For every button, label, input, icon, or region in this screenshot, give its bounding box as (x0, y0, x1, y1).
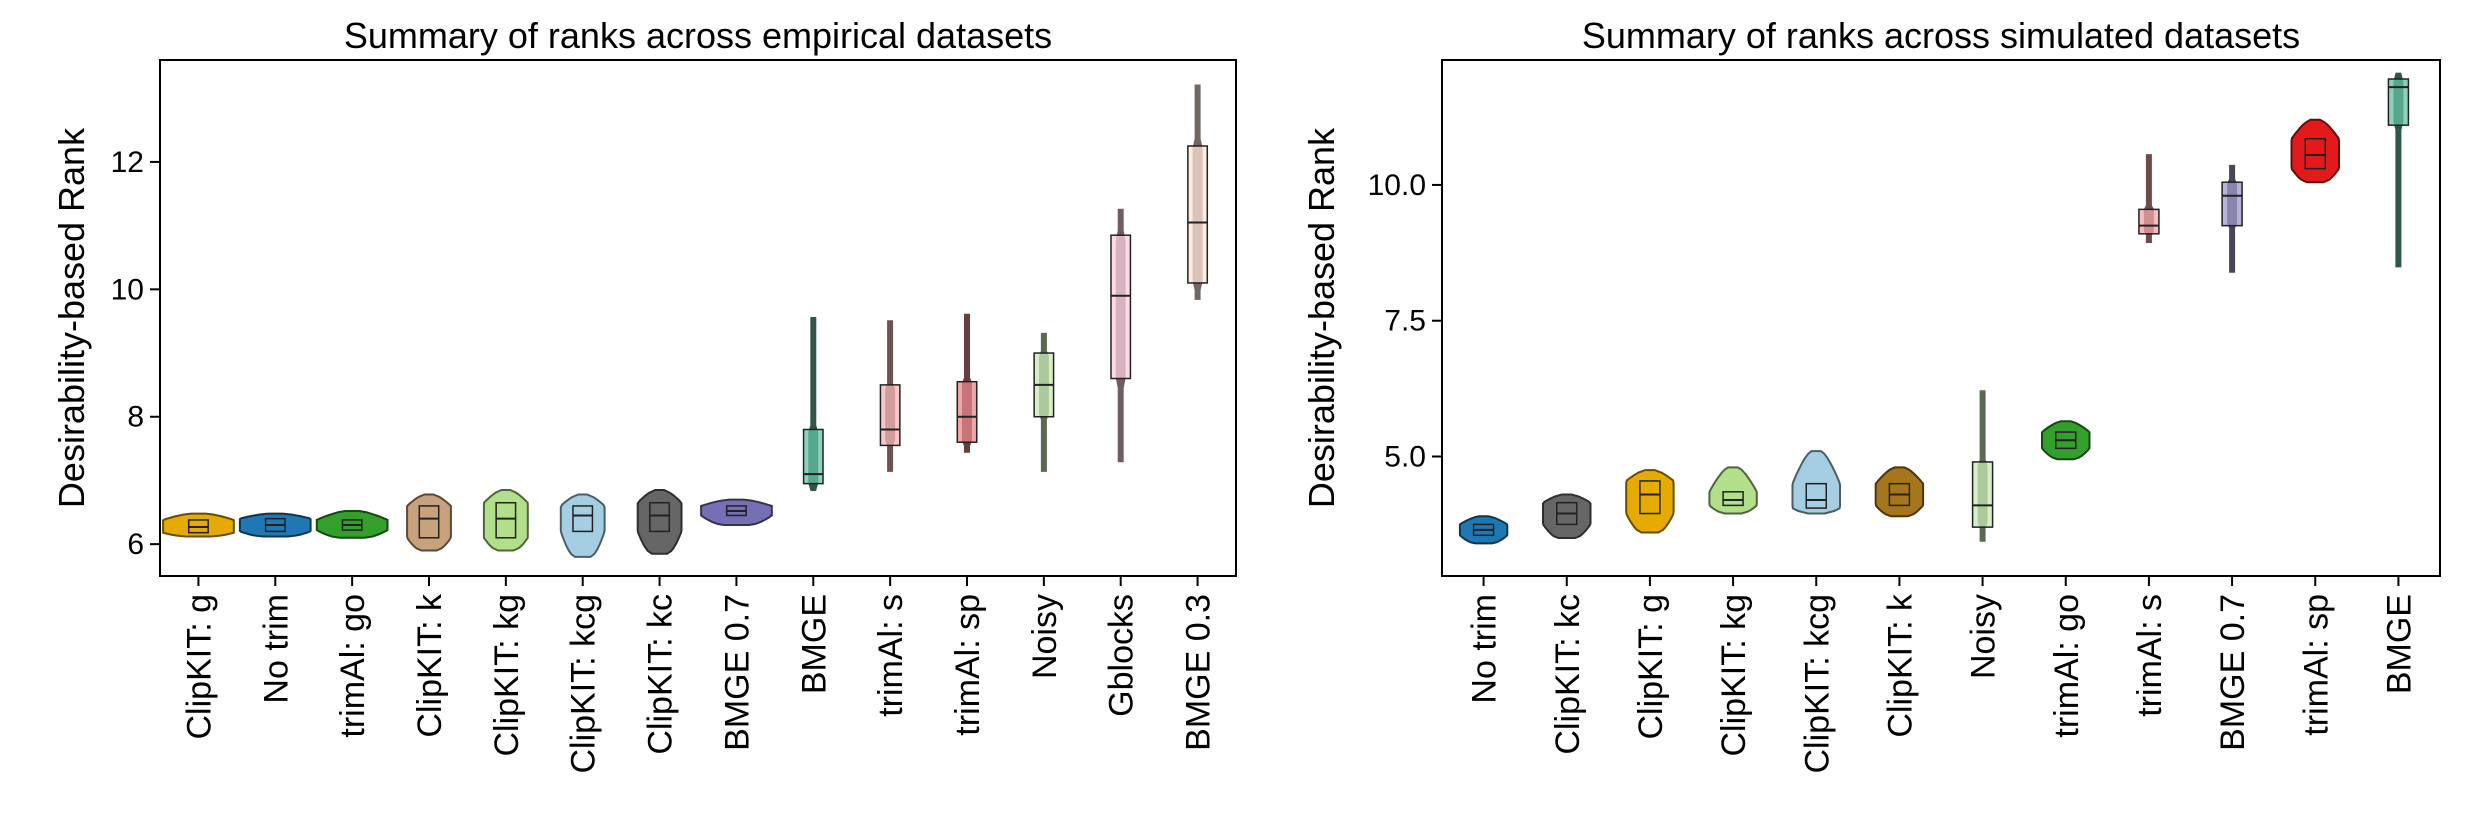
box-iqr (1110, 234, 1132, 380)
x-tick-label: ClipKIT: kg (1715, 594, 1753, 757)
box-iqr (2304, 138, 2326, 170)
violin-trimal-sp (956, 313, 978, 453)
plot-frame (159, 59, 1237, 577)
box-iqr (956, 380, 978, 443)
box-iqr (2221, 181, 2243, 227)
violin-noisy (1033, 332, 1055, 472)
x-tick-label: BMGE 0.3 (1180, 594, 1218, 751)
violin-bmge (802, 317, 824, 491)
violin-bmge-0-7 (2221, 164, 2243, 273)
y-axis-label: Desirability-based Rank (1301, 127, 1342, 508)
x-tick-label: BMGE 0.7 (718, 594, 756, 751)
x-tick-label: trimAl: sp (2297, 594, 2335, 736)
y-tick-label: 6 (127, 528, 144, 561)
y-tick-label: 8 (127, 401, 144, 434)
x-tick-label: trimAl: s (2131, 594, 2169, 717)
x-tick-label: ClipKIT: kc (642, 594, 680, 755)
violin-clipkit-kcg (559, 493, 606, 558)
violin-trimal-s (879, 320, 901, 472)
violin-clipkit-k (406, 493, 452, 552)
violin-clipkit-kcg (1791, 450, 1841, 515)
y-tick-label: 5.0 (1384, 441, 1426, 474)
x-tick-label: trimAl: s (872, 594, 910, 717)
x-tick-label: ClipKIT: g (180, 594, 218, 740)
violin-trimal-go (2041, 420, 2091, 461)
box-iqr (1187, 145, 1209, 284)
x-tick-label: ClipKIT: k (411, 593, 449, 738)
x-tick-label: ClipKIT: kcg (1798, 594, 1836, 774)
violin-body (1791, 450, 1841, 515)
violin-body (1708, 466, 1758, 515)
violin-clipkit-k (1874, 466, 1925, 518)
x-tick-label: BMGE (2380, 594, 2418, 694)
violin-trimal-s (2138, 154, 2160, 243)
x-tick-label: No trim (257, 594, 295, 704)
violin-trimal-go (315, 510, 389, 539)
box-iqr (2387, 78, 2410, 126)
x-tick-label: trimAl: go (2048, 594, 2086, 738)
violin-trimal-sp (2290, 118, 2340, 184)
x-tick-label: ClipKIT: kcg (565, 594, 603, 774)
x-tick-label: ClipKIT: g (1632, 594, 1670, 740)
box-iqr (1722, 491, 1744, 507)
x-tick-label: Noisy (1026, 594, 1064, 679)
box-iqr (802, 428, 824, 485)
plot-frame (1441, 59, 2441, 577)
y-axis-label: Desirability-based Rank (51, 127, 92, 508)
chart-title: Summary of ranks across empirical datase… (344, 15, 1052, 56)
x-tick-label: No trim (1466, 594, 1504, 704)
box-iqr (649, 501, 671, 533)
violin-bmge-0-7 (700, 498, 773, 526)
x-tick-label: trimAl: go (334, 594, 372, 738)
chart-title: Summary of ranks across simulated datase… (1582, 15, 2300, 56)
violin-no-trim (1458, 515, 1509, 545)
x-tick-label: ClipKIT: kc (1549, 594, 1587, 755)
x-tick-label: trimAl: sp (949, 594, 987, 736)
violin-clipkit-kg (482, 489, 529, 552)
violin-clipkit-kc (1542, 493, 1592, 539)
box-iqr (1639, 480, 1661, 515)
y-tick-label: 7.5 (1384, 305, 1426, 338)
violin-clipkit-g (1625, 469, 1675, 534)
box-iqr (1805, 482, 1827, 509)
violin-clipkit-g (162, 512, 235, 538)
x-tick-label: BMGE (795, 594, 833, 694)
chart-panel-1: Summary of ranks across empirical datase… (51, 15, 1237, 774)
violin-clipkit-kg (1708, 466, 1758, 515)
box-iqr (418, 505, 440, 539)
box-iqr (572, 505, 594, 533)
x-tick-label: BMGE 0.7 (2214, 594, 2252, 751)
violin-bmge-0-3 (1187, 84, 1209, 300)
y-tick-label: 10 (111, 273, 144, 306)
box-iqr (1971, 461, 1994, 528)
violin-noisy (1971, 390, 1994, 542)
violin-gblocks (1110, 208, 1132, 463)
x-tick-label: ClipKIT: kg (488, 594, 526, 757)
chart-panel-2: Summary of ranks across simulated datase… (1301, 15, 2441, 774)
x-tick-label: ClipKIT: k (1881, 593, 1919, 738)
violin-clipkit-kc (636, 489, 683, 555)
box-iqr (879, 384, 901, 447)
x-tick-label: Noisy (1965, 594, 2003, 679)
violin-no-trim (238, 512, 312, 538)
box-iqr (2138, 208, 2160, 235)
y-tick-label: 12 (111, 146, 144, 179)
y-tick-label: 10.0 (1368, 169, 1426, 202)
box-iqr (495, 501, 517, 539)
violin-bmge (2387, 72, 2410, 268)
x-tick-label: Gblocks (1103, 594, 1141, 717)
